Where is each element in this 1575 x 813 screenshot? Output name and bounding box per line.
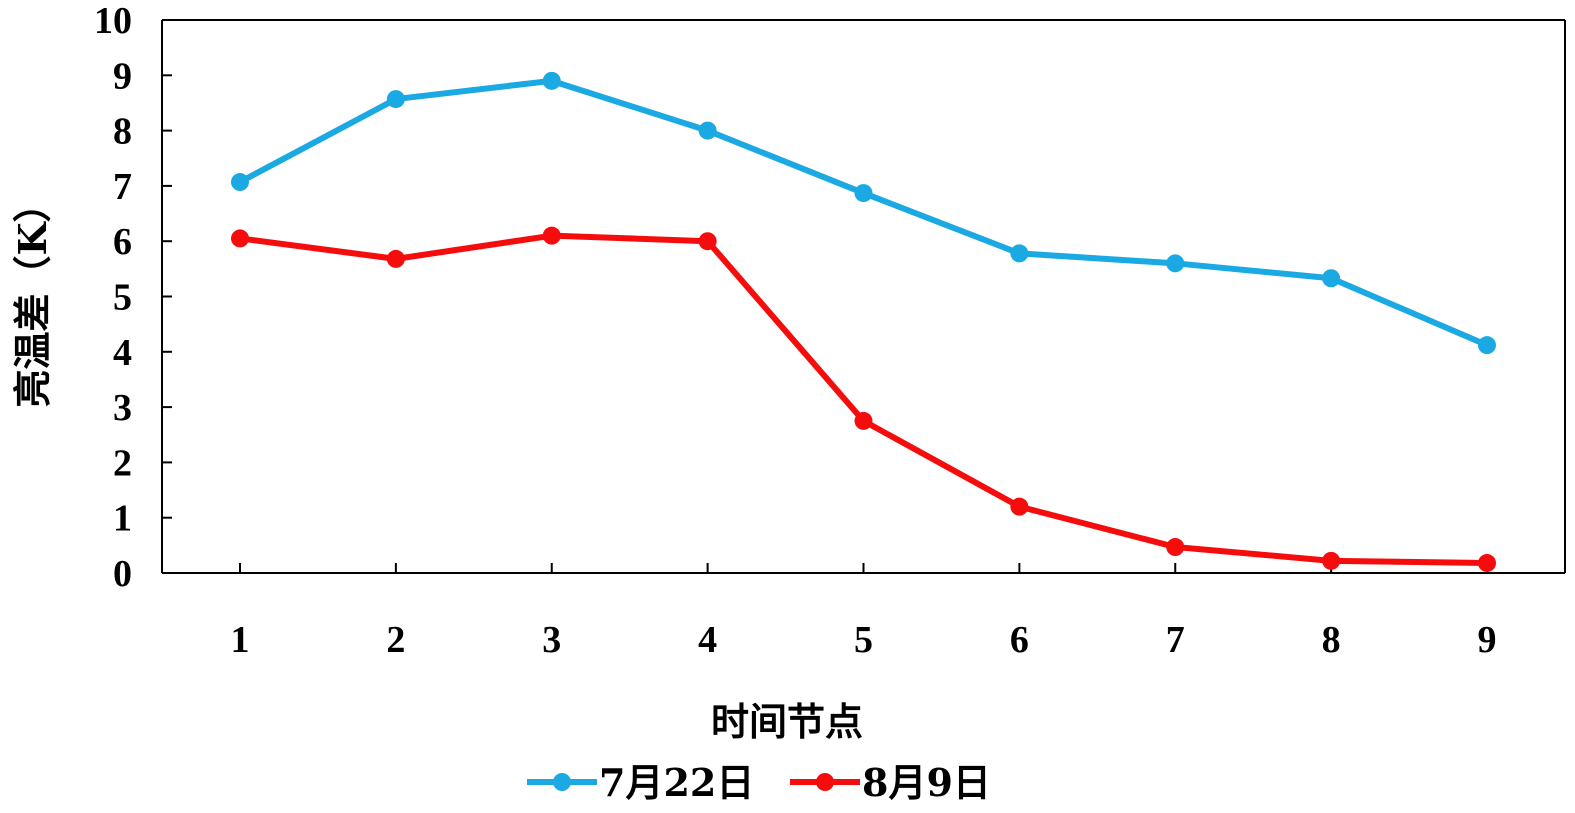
data-point-series-2: [231, 229, 249, 248]
data-point-series-1: [231, 173, 249, 192]
y-tick-label: 2: [113, 442, 132, 484]
y-tick-label: 7: [113, 166, 132, 208]
series-layer: [231, 71, 1496, 573]
series-line-2: [239, 232, 1488, 567]
y-tick-label: 5: [113, 277, 132, 319]
y-tick-label: 9: [113, 55, 132, 97]
x-tick-label: 5: [854, 619, 873, 661]
y-tick-label: 3: [113, 387, 132, 429]
x-tick-label: 9: [1478, 619, 1497, 661]
x-tick-label: 8: [1322, 619, 1341, 661]
x-tick-label: 3: [542, 619, 561, 661]
plot-area: [161, 19, 1566, 574]
data-point-series-2: [1010, 497, 1029, 516]
x-tick-label: 6: [1010, 619, 1029, 661]
y-tick-label: 10: [94, 0, 132, 42]
legend: 7月22日 8月9日: [527, 760, 991, 805]
data-point-series-2: [1166, 538, 1185, 557]
legend-marker-1: [553, 773, 571, 791]
y-tick-label: 0: [113, 553, 132, 595]
data-point-series-2: [698, 232, 717, 251]
legend-label-2: 8月9日: [862, 760, 991, 805]
data-point-series-1: [1478, 336, 1496, 355]
y-tick-label: 1: [113, 498, 132, 540]
y-tick-label: 8: [113, 111, 132, 153]
x-tick-label: 2: [386, 619, 405, 661]
legend-label-1: 7月22日: [599, 760, 754, 805]
data-point-series-1: [542, 71, 561, 90]
x-axis-ticks: 1 2 3 4 5 6 7 8 9: [231, 563, 1497, 661]
data-point-series-1: [1322, 269, 1341, 288]
legend-marker-2: [816, 773, 834, 791]
data-point-series-1: [1166, 254, 1185, 273]
data-point-series-2: [542, 226, 561, 245]
data-point-series-2: [1322, 551, 1341, 570]
series-line-1: [238, 77, 1489, 348]
data-point-series-2: [386, 249, 405, 268]
data-point-series-1: [698, 121, 717, 140]
data-point-series-2: [854, 411, 873, 430]
data-point-series-2: [1478, 554, 1496, 573]
x-tick-label: 1: [231, 619, 250, 661]
y-tick-label: 6: [113, 221, 132, 263]
x-tick-label: 7: [1166, 619, 1185, 661]
data-point-series-1: [854, 184, 873, 203]
data-point-series-1: [1010, 244, 1029, 263]
y-axis-title: 亮温差（K）: [10, 184, 55, 407]
y-axis-ticks: 0 1 2 3 4 5 6 7 8 9 10: [94, 0, 172, 595]
data-point-series-1: [386, 90, 405, 109]
x-tick-label: 4: [698, 619, 717, 661]
y-tick-label: 4: [113, 332, 132, 374]
x-axis-title: 时间节点: [711, 699, 863, 744]
